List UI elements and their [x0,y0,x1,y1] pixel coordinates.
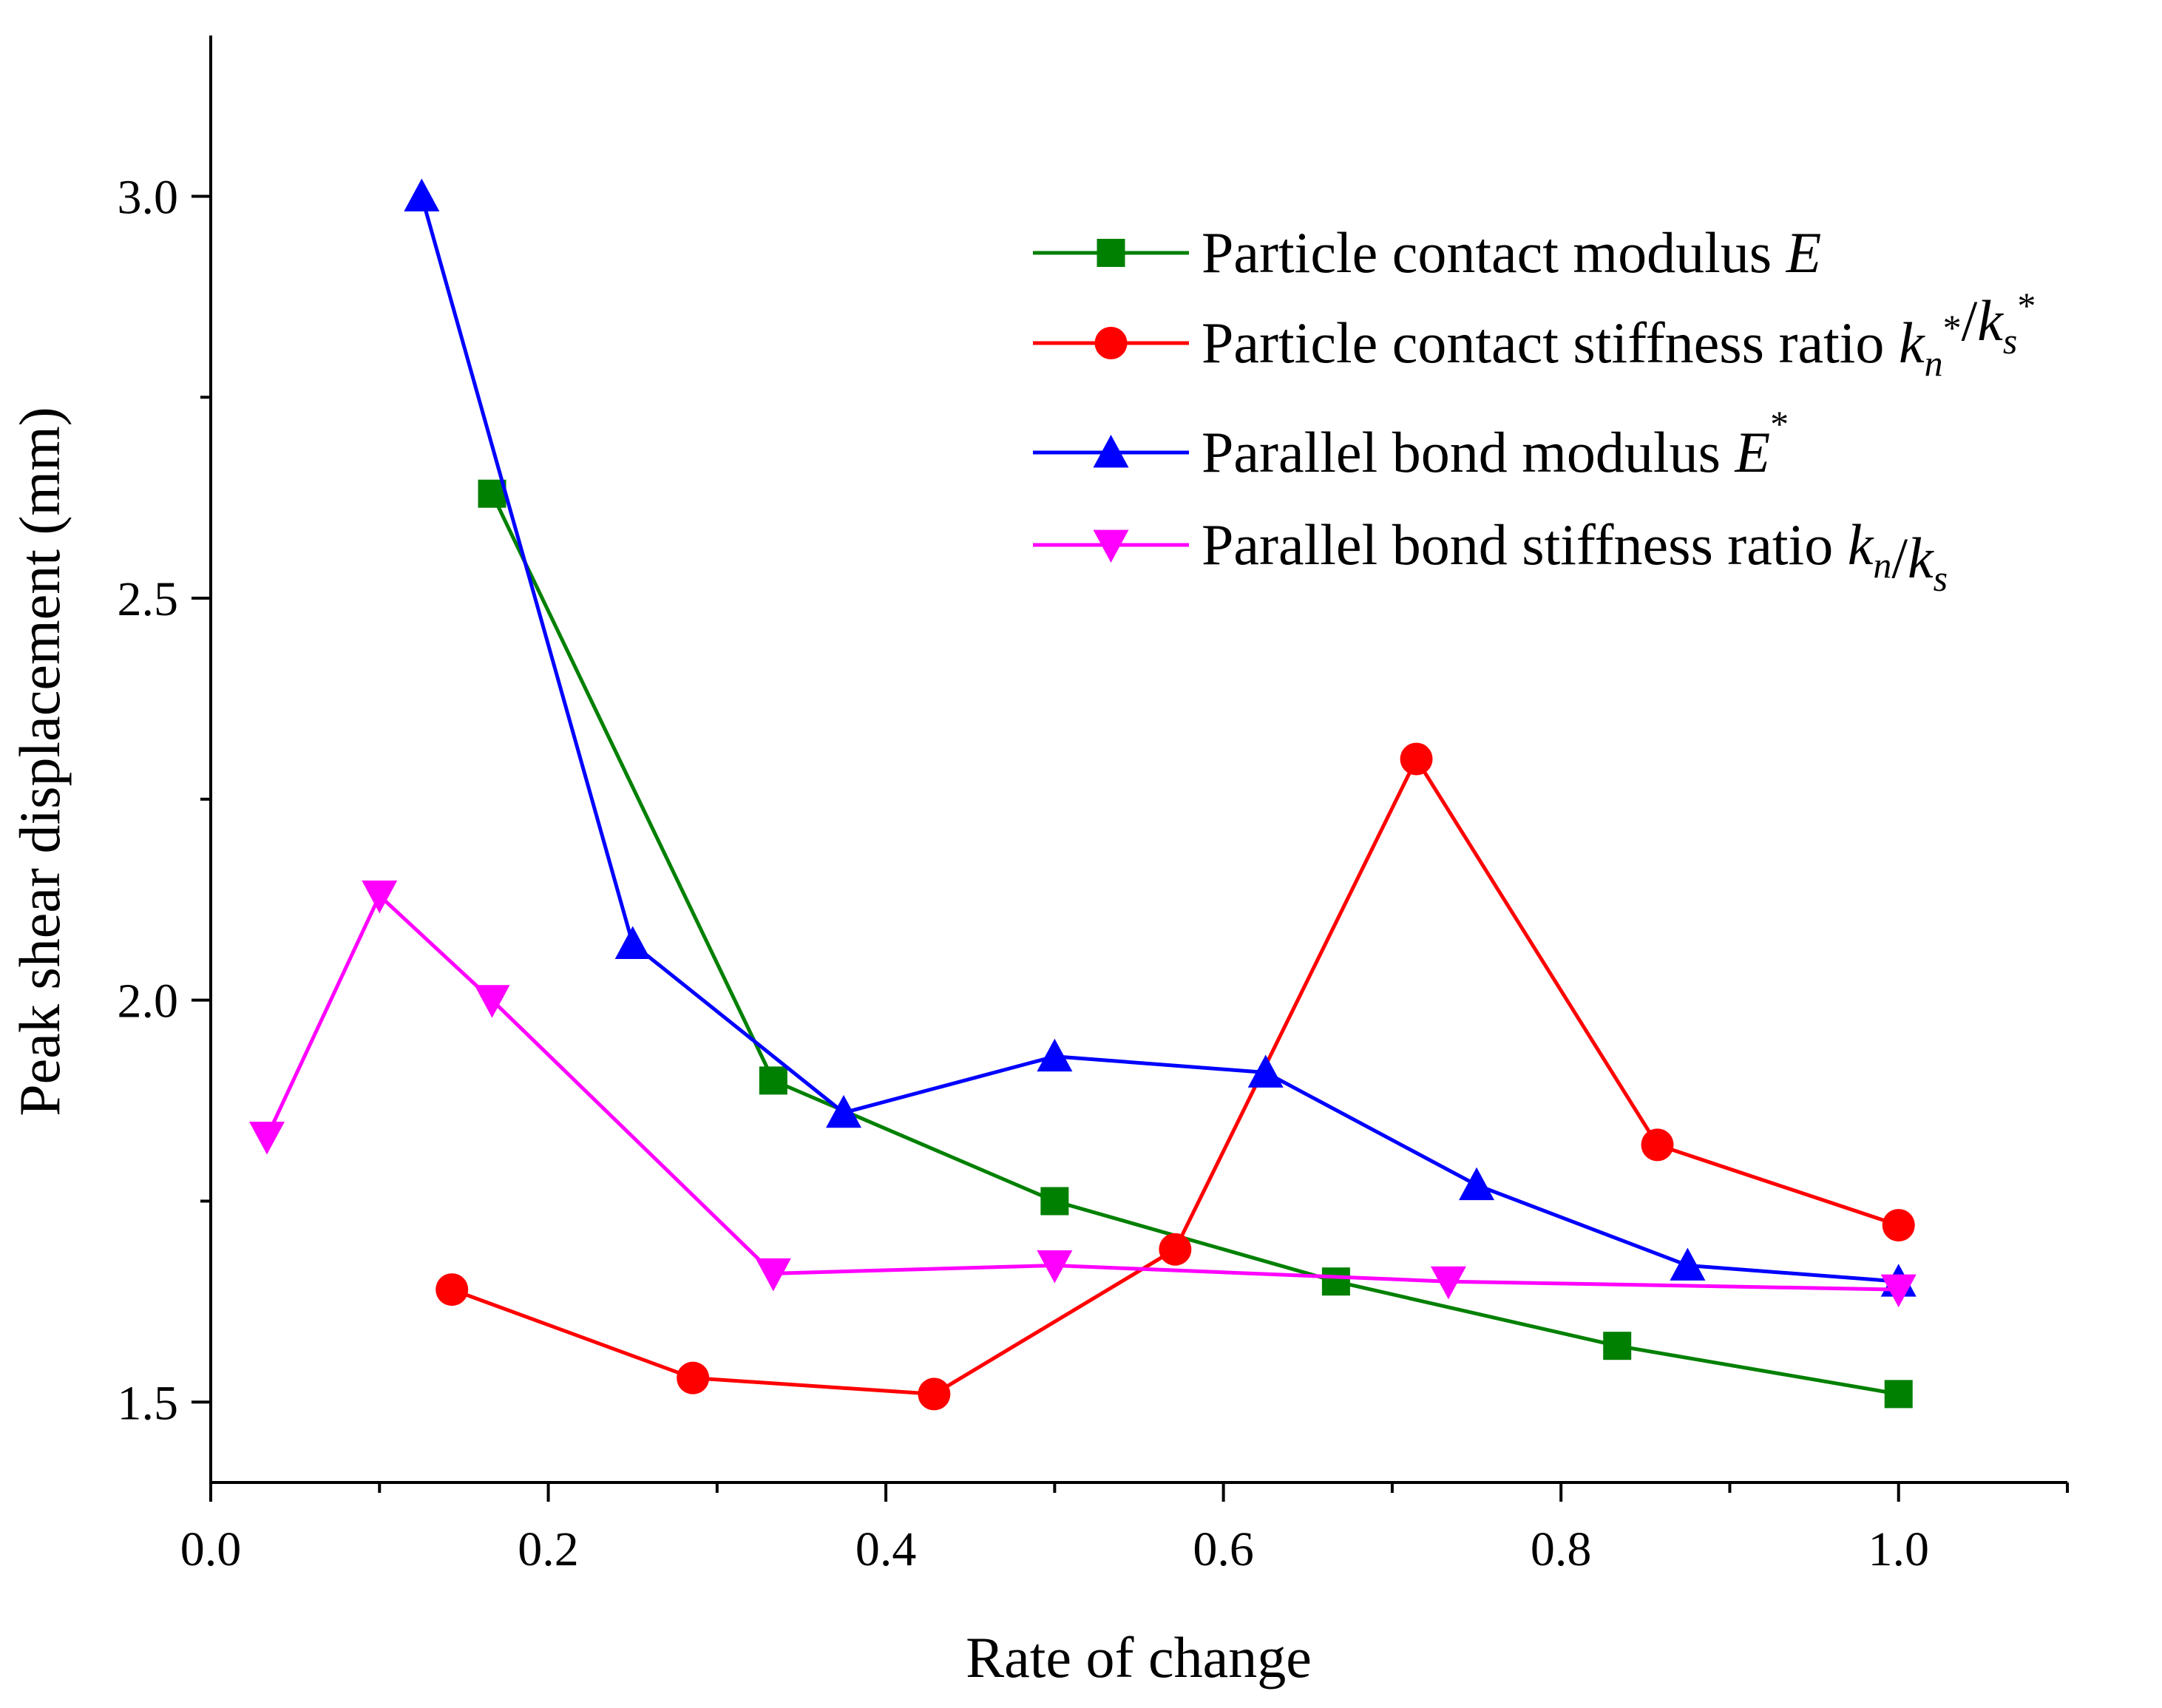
data-point [614,926,651,959]
data-point [1400,742,1433,776]
x-tick-label: 0.0 [180,1522,242,1576]
data-point [1880,1274,1917,1308]
data-point [1037,1038,1073,1072]
data-point [826,1094,862,1128]
data-point [755,1258,791,1292]
legend-swatch-marker [1093,435,1129,468]
data-point [1040,1187,1069,1216]
data-point [1603,1332,1632,1360]
legend-item: Particle contact stiffness ratio kn*/ks* [1033,285,2036,384]
legend-swatch-marker [1094,327,1128,359]
data-point [474,985,510,1018]
data-point [404,178,440,211]
series [249,178,1917,1411]
series-line [265,893,1899,1292]
series-1 [478,479,1913,1409]
data-point [1321,1267,1350,1296]
legend-swatch-marker [1097,239,1125,267]
series-2 [436,742,1915,1411]
data-point [1037,1250,1073,1284]
data-point [1430,1266,1466,1300]
y-tick-label: 3.0 [118,170,179,224]
x-tick-label: 1.0 [1868,1522,1929,1576]
data-point [1882,1209,1915,1242]
y-axis-title: Peak shear displacement (mm) [7,407,72,1116]
data-point [1641,1128,1674,1162]
data-point [1247,1054,1284,1088]
series-line [419,195,1899,1284]
legend-item: Parallel bond modulus E* [1033,403,1789,484]
legend-item: Parallel bond stiffness ratio kn/ks [1033,512,1948,599]
legend-swatch-marker [1093,529,1129,563]
data-point [362,880,398,914]
data-point [677,1361,710,1394]
data-point [436,1273,469,1307]
legend-item: Particle contact modulus E [1033,220,1821,285]
legend-label: Parallel bond modulus E* [1202,403,1789,484]
legend-label: Particle contact stiffness ratio kn*/ks* [1202,285,2036,384]
x-tick-label: 0.8 [1531,1522,1592,1576]
data-point [1159,1233,1192,1266]
legend-label: Particle contact modulus E [1202,220,1821,285]
series-line [451,757,1900,1396]
y-tick-label: 2.0 [118,975,179,1028]
data-point [1884,1380,1913,1409]
data-point [759,1066,787,1095]
series-line [490,492,1900,1396]
x-tick-label: 0.6 [1193,1522,1254,1576]
x-tick-label: 0.4 [855,1522,917,1576]
data-point [249,1122,285,1155]
data-point [918,1377,951,1411]
y-tick-label: 2.5 [118,572,179,626]
data-point [1459,1167,1495,1201]
ticks: 0.0 0.2 0.4 0.6 0.8 1.0 1.5 2.0 2.5 3.0 [118,170,2069,1576]
series-4 [249,880,1917,1308]
x-axis-title: Rate of change [966,1625,1312,1690]
axes [209,35,2067,1484]
y-tick-label: 1.5 [118,1376,179,1430]
data-point [1670,1247,1706,1281]
x-tick-label: 0.2 [518,1522,579,1576]
legend-label: Parallel bond stiffness ratio kn/ks [1202,512,1948,599]
